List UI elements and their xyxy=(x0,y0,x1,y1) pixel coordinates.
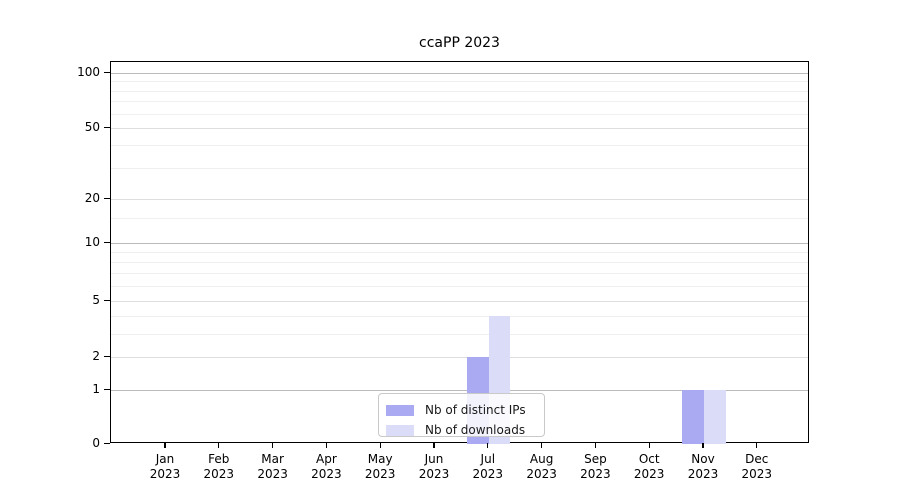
legend-entry-downloads: Nb of downloads xyxy=(386,420,544,440)
y-tick-mark xyxy=(104,71,110,73)
gridline-1 xyxy=(111,390,808,391)
gridline-minor xyxy=(111,145,808,147)
x-tick-mark xyxy=(325,443,328,448)
x-tick-mark xyxy=(756,443,758,448)
y-tick-label: 10 xyxy=(84,235,100,249)
x-tick-label: Dec 2023 xyxy=(741,452,773,481)
x-tick-mark xyxy=(594,443,597,448)
gridline-minor xyxy=(111,252,808,254)
x-tick-label: Feb 2023 xyxy=(203,452,235,481)
gridline-minor xyxy=(111,273,808,275)
gridline-minor xyxy=(111,101,808,103)
x-tick-mark xyxy=(218,443,220,448)
x-tick-label: May 2023 xyxy=(364,452,396,481)
legend-swatch-downloads xyxy=(386,424,414,436)
x-tick-mark xyxy=(379,443,381,448)
legend: Nb of distinct IPs Nb of downloads xyxy=(378,393,545,437)
x-tick-label: Oct 2023 xyxy=(633,452,665,481)
gridline-minor xyxy=(111,90,808,92)
y-tick-mark xyxy=(104,355,110,357)
x-tick-label: Jul 2023 xyxy=(472,452,504,481)
gridline-2 xyxy=(111,357,808,358)
legend-entry-distinct-ips: Nb of distinct IPs xyxy=(386,400,544,420)
y-tick-label: 50 xyxy=(84,120,100,134)
legend-swatch-distinct-ips xyxy=(386,404,414,416)
x-tick-label: Jun 2023 xyxy=(418,452,450,481)
gridline-minor xyxy=(111,167,808,169)
gridline-minor xyxy=(111,262,808,264)
bar-downloads-nov xyxy=(704,390,726,444)
y-tick-label: 1 xyxy=(92,382,100,396)
y-tick-mark xyxy=(104,126,110,128)
gridline-50 xyxy=(111,128,808,129)
y-tick-label: 100 xyxy=(77,65,100,79)
gridline-minor xyxy=(111,333,808,335)
gridline-minor xyxy=(111,286,808,288)
x-tick-mark xyxy=(541,443,543,448)
legend-label-distinct-ips: Nb of distinct IPs xyxy=(425,403,526,417)
x-tick-label: Sep 2023 xyxy=(580,452,611,481)
gridline-10 xyxy=(111,243,808,244)
y-tick-mark xyxy=(104,197,110,199)
x-tick-mark xyxy=(487,443,489,448)
y-tick-label: 0 xyxy=(92,436,100,450)
bar-distinct-ips-nov xyxy=(682,390,704,444)
y-tick-label: 2 xyxy=(92,349,100,363)
x-tick-label: Jan 2023 xyxy=(149,452,181,481)
y-tick-mark xyxy=(104,442,110,444)
x-tick-label: Mar 2023 xyxy=(257,452,288,481)
x-tick-label: Apr 2023 xyxy=(311,452,342,481)
gridline-minor xyxy=(111,113,808,115)
x-tick-mark xyxy=(648,443,650,448)
x-tick-mark xyxy=(164,443,166,448)
x-tick-label: Aug 2023 xyxy=(526,452,557,481)
plot-area: Nb of distinct IPs Nb of downloads xyxy=(110,61,809,444)
legend-label-downloads: Nb of downloads xyxy=(425,423,526,437)
x-tick-label: Nov 2023 xyxy=(687,452,719,481)
x-tick-mark xyxy=(433,443,435,448)
gridline-100 xyxy=(111,73,808,74)
y-tick-mark xyxy=(104,388,110,390)
y-tick-label: 20 xyxy=(84,191,100,205)
gridline-minor xyxy=(111,315,808,317)
x-tick-mark xyxy=(272,443,274,448)
gridline-5 xyxy=(111,301,808,302)
gridline-minor xyxy=(111,81,808,83)
y-tick-label: 5 xyxy=(92,293,100,307)
x-tick-mark xyxy=(702,443,704,448)
gridline-minor xyxy=(111,217,808,219)
chart-title: ccaPP 2023 xyxy=(419,35,500,51)
y-tick-mark xyxy=(104,299,110,301)
y-tick-mark xyxy=(104,241,110,243)
gridline-20 xyxy=(111,199,808,200)
